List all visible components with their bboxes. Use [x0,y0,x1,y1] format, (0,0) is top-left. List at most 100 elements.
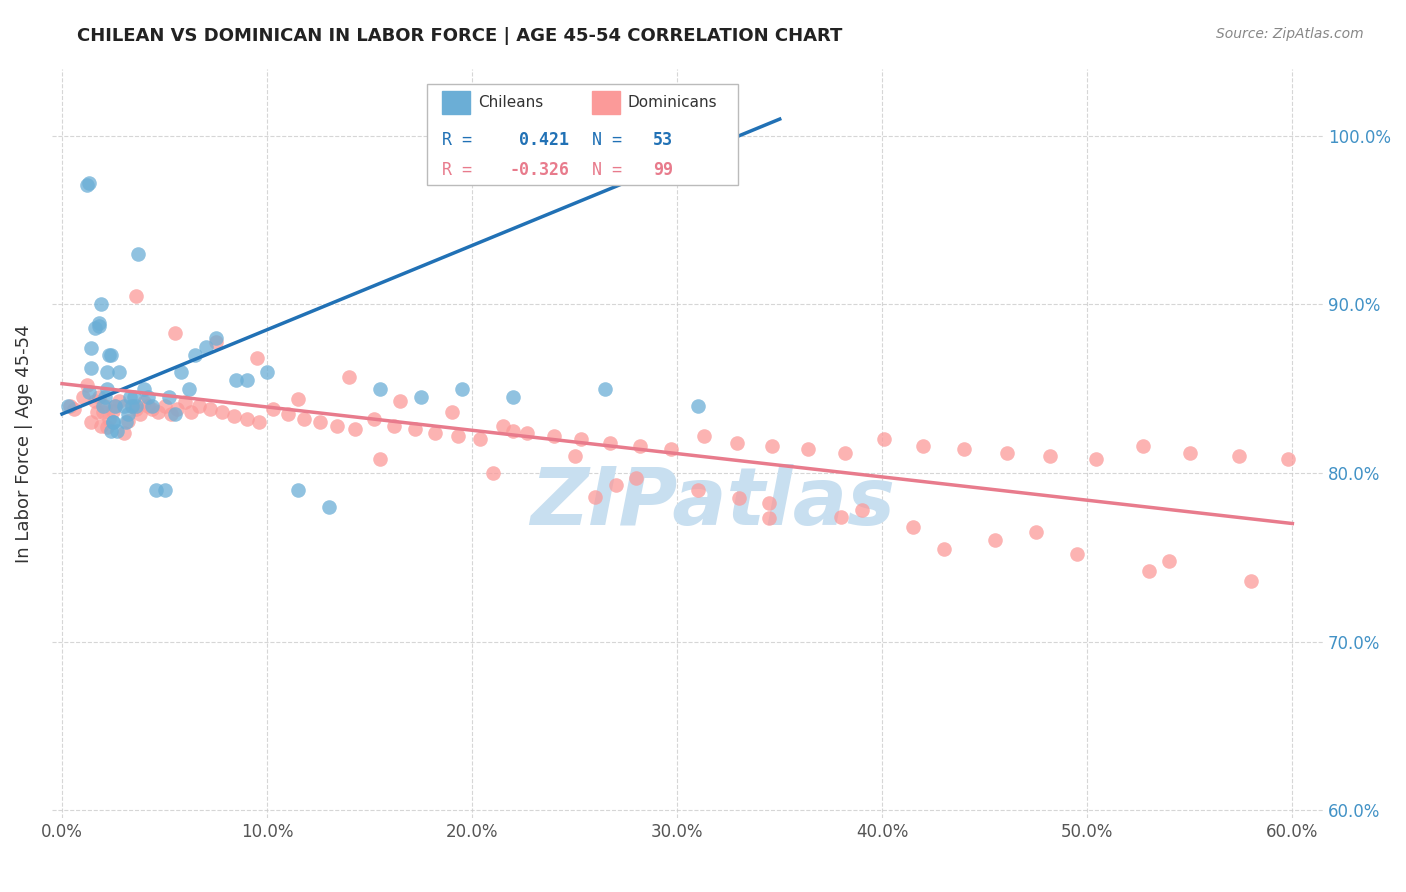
Point [262,401,284,416]
Point [1039,449,1062,463]
Point [122,390,145,404]
Point [121,399,143,413]
Point [125,401,148,416]
Point [451,382,474,396]
Point [1137,564,1160,578]
Point [77,176,100,190]
Point [114,416,136,430]
Point [166,401,188,416]
Point [90,418,112,433]
Point [100,424,122,438]
Point [901,520,924,534]
Point [104,399,127,413]
Point [103,416,125,430]
Point [686,399,709,413]
Point [1025,524,1047,539]
Point [104,399,127,413]
Point [246,351,269,366]
Point [163,326,186,340]
Point [59,399,82,413]
Point [98,412,121,426]
Point [758,496,780,510]
Point [129,407,152,421]
Point [94,399,117,413]
Point [63,401,86,416]
Point [80,361,103,376]
Point [440,405,463,419]
Point [953,442,976,457]
Point [1178,446,1201,460]
Point [103,403,125,417]
Point [912,439,935,453]
Point [188,399,211,413]
Point [159,407,181,421]
Point [995,446,1018,460]
Bar [441,91,470,113]
Text: N =: N = [592,131,633,149]
Point [797,442,820,457]
Point [108,393,131,408]
Point [830,509,852,524]
Point [247,416,270,430]
Point [87,316,110,330]
Point [141,399,163,413]
Point [96,382,118,396]
Point [153,399,176,413]
Point [363,412,385,426]
Point [148,405,170,419]
Point [1132,439,1154,453]
Text: -0.326: -0.326 [509,161,569,178]
Point [204,331,226,345]
Point [184,348,207,362]
Point [599,435,621,450]
Point [851,503,873,517]
Point [145,483,167,497]
Point [932,541,955,556]
Point [318,500,340,514]
Point [163,407,186,421]
Point [141,401,163,416]
Point [56,399,79,413]
Point [83,393,105,408]
Text: N =: N = [592,161,633,178]
Point [984,533,1007,548]
Point [686,483,709,497]
Text: R =: R = [441,131,482,149]
Point [87,319,110,334]
Point [595,382,617,396]
Point [727,491,749,506]
Point [83,321,105,335]
Point [481,466,503,480]
Point [382,418,405,433]
Point [118,390,141,404]
Point [72,390,94,404]
Text: ZIPatlas: ZIPatlas [530,465,896,542]
Text: Chileans: Chileans [478,95,543,110]
Point [127,247,149,261]
Point [292,412,315,426]
Point [368,452,391,467]
Point [125,289,148,303]
Point [179,382,201,396]
Point [287,392,309,406]
Point [368,382,391,396]
Point [121,399,143,413]
Point [569,432,592,446]
Point [117,407,139,421]
Point [1240,574,1263,588]
Bar [592,91,620,113]
Point [198,401,221,416]
Point [344,422,367,436]
Point [204,334,226,349]
Point [659,442,682,457]
Point [564,449,586,463]
Point [108,365,131,379]
Point [516,425,538,440]
Point [225,373,247,387]
Point [693,429,716,443]
Point [94,390,117,404]
Point [543,429,565,443]
FancyBboxPatch shape [427,84,738,185]
Point [112,425,135,440]
Point [583,490,606,504]
